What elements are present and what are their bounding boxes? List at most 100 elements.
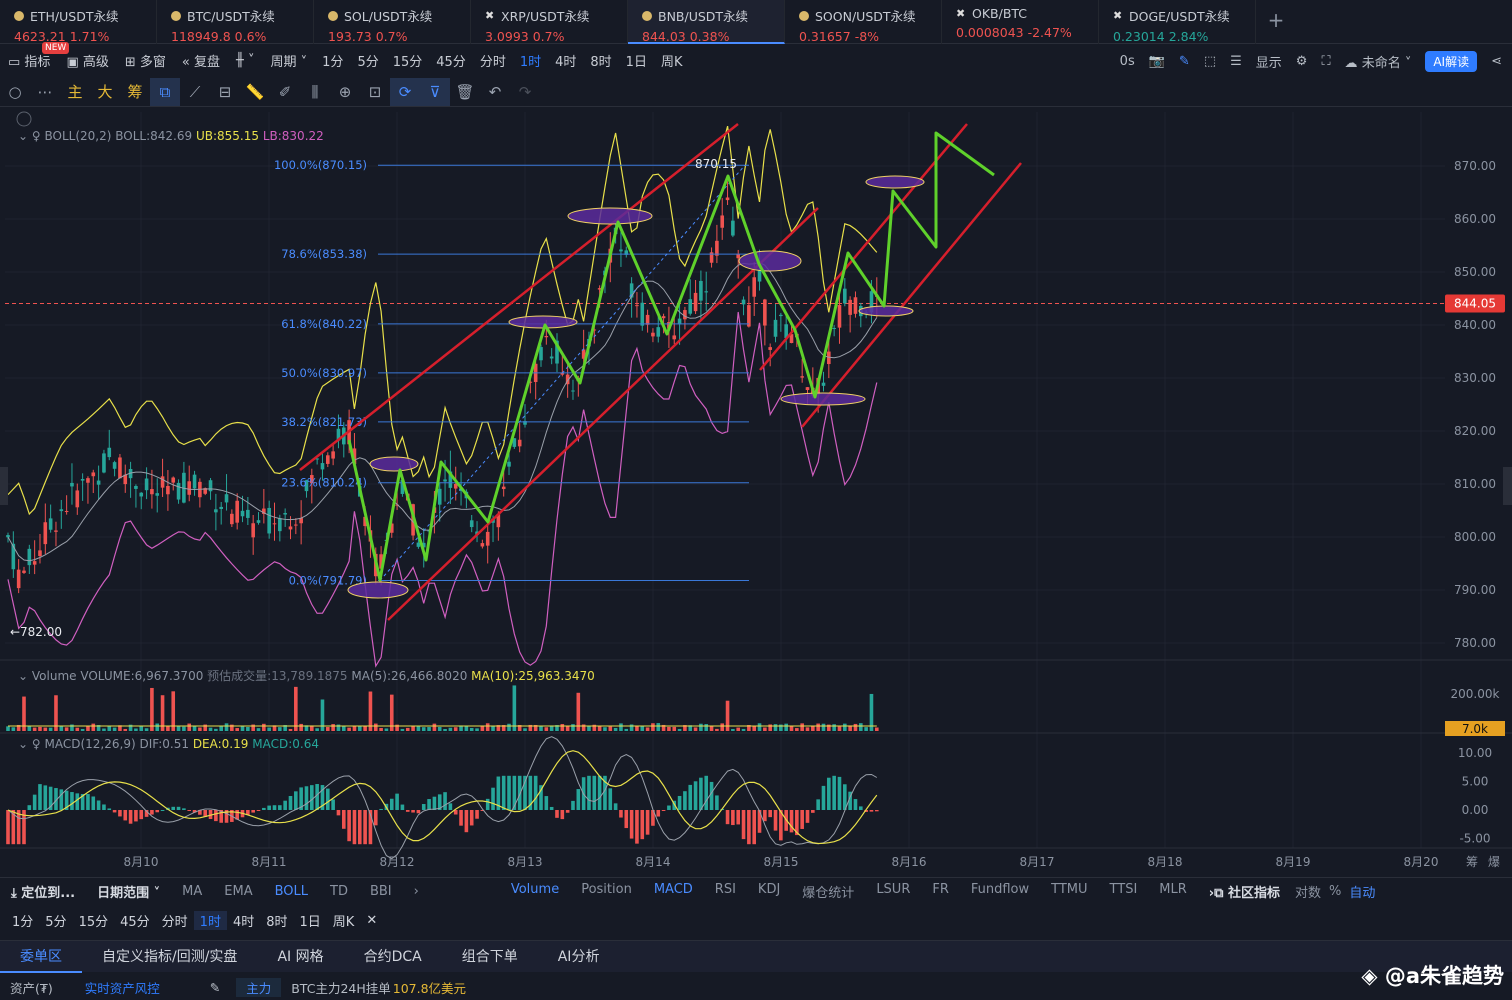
interval-button[interactable]: 分时 — [479, 54, 506, 70]
assets-label[interactable]: 资产(₮) — [10, 980, 53, 996]
main-indicator-button[interactable]: TD — [330, 884, 348, 899]
sub-indicator-button[interactable]: MACD — [653, 882, 693, 897]
collapse-icon[interactable] — [16, 111, 32, 127]
chart-type-button[interactable]: ╫ ˅ — [236, 52, 255, 68]
timeframe-button[interactable]: 分时 — [161, 914, 188, 930]
interval-button[interactable]: 周K — [660, 54, 683, 70]
timeframe-button[interactable]: 8时 — [266, 914, 288, 930]
hide-drawings-icon[interactable]: ⊡ — [368, 82, 382, 101]
main-indicator-button[interactable]: BOLL — [274, 884, 309, 899]
filter-icon[interactable]: ⊽ — [420, 77, 450, 106]
chips-button[interactable]: 筹 — [127, 83, 143, 101]
sub-indicator-button[interactable]: TTSI — [1109, 882, 1138, 897]
percent-toggle[interactable]: % — [1329, 884, 1342, 899]
symbol-tab[interactable]: ✖ XRP/USDT永续 3.0993 0.7% — [471, 0, 628, 44]
sub-indicator-button[interactable]: MLR — [1159, 882, 1187, 897]
edit-icon[interactable]: ✎ — [209, 979, 221, 995]
advanced-button[interactable]: ▣ 高级 — [66, 54, 109, 70]
timeframe-button[interactable]: 1时 — [193, 910, 227, 930]
bottom-tab[interactable]: AI分析 — [557, 948, 600, 965]
more-icon[interactable]: ⋯ — [37, 82, 53, 101]
settings-icon[interactable]: ⚙ — [1295, 54, 1308, 69]
timeframe-button[interactable]: 45分 — [120, 914, 150, 930]
symbol-tab[interactable]: SOL/USDT永续 193.73 0.7% — [314, 0, 471, 44]
interval-button[interactable]: 1分 — [322, 54, 344, 70]
lock-icon[interactable]: ⊕ — [338, 82, 352, 101]
axis-corner-liq[interactable]: 爆 — [1488, 855, 1500, 869]
symbol-tab[interactable]: ✖ DOGE/USDT永续 0.23014 2.84% — [1099, 0, 1256, 44]
indicator-button[interactable]: ▭ 指标 NEW — [0, 41, 70, 70]
community-indicators-button[interactable]: ›⧉ 社区指标 — [1208, 886, 1280, 901]
timeframe-button[interactable]: 5分 — [45, 914, 67, 930]
big-chip-button[interactable]: 大 — [97, 83, 113, 101]
symbol-tab[interactable]: SOON/USDT永续 0.31657 -8% — [785, 0, 942, 44]
timeframe-button[interactable]: 4时 — [232, 914, 255, 930]
undo-icon[interactable]: ↶ — [488, 82, 502, 101]
replay-button[interactable]: « 复盘 — [181, 54, 221, 70]
period-dropdown[interactable]: 周期 ˅ — [270, 54, 308, 70]
left-scroll-handle[interactable] — [0, 467, 8, 505]
symbol-tab[interactable]: BNB/USDT永续 844.03 0.38% — [628, 0, 785, 44]
chart-area[interactable]: 870.00 860.00 850.00 840.00 830.00 820.00 810.… — [0, 108, 1512, 880]
list-icon[interactable]: ☰ — [1230, 54, 1242, 69]
sub-indicator-button[interactable]: LSUR — [876, 882, 911, 897]
timeframe-button[interactable]: 周K — [332, 914, 355, 930]
redo-icon[interactable]: ↷ — [518, 82, 532, 101]
timeframe-button[interactable]: 1日 — [299, 914, 321, 930]
sub-indicator-button[interactable]: TTMU — [1051, 882, 1088, 897]
interval-button[interactable]: 15分 — [392, 54, 423, 70]
sub-indicator-button[interactable]: RSI — [714, 882, 736, 897]
log-toggle[interactable]: 对数 — [1294, 886, 1321, 901]
bottom-tab[interactable]: 自定义指标/回测/实盘 — [102, 948, 238, 965]
axis-corner-chips[interactable]: 筹 — [1466, 855, 1478, 869]
symbol-tab[interactable]: BTC/USDT永续 118949.8 0.6% — [157, 0, 314, 44]
interval-button[interactable]: 4时 — [555, 54, 577, 70]
interval-button[interactable]: 1日 — [625, 54, 647, 70]
main-ind-more-icon[interactable]: › — [413, 884, 419, 899]
add-tab-button[interactable]: + — [1267, 8, 1285, 32]
trash-icon[interactable]: 🗑 — [455, 82, 475, 101]
locate-button[interactable]: ⤓ 定位到... — [11, 886, 76, 901]
auto-toggle[interactable]: 自动 — [1349, 886, 1376, 901]
close-icon[interactable]: ✕ — [366, 912, 378, 928]
symbol-tab[interactable]: ✖ OKB/BTC 0.0008043 -2.47% — [942, 0, 1099, 44]
timeframe-button[interactable]: 1分 — [12, 914, 34, 930]
bottom-tab[interactable]: 合约DCA — [363, 948, 422, 965]
share-icon[interactable]: ⋖ — [1491, 54, 1502, 69]
pen-icon[interactable]: ✎ — [1178, 54, 1190, 69]
snap-icon[interactable]: ⟳ — [390, 77, 420, 106]
sub-indicator-button[interactable]: KDJ — [757, 882, 781, 897]
timeframe-button[interactable]: 15分 — [78, 914, 109, 930]
risk-link[interactable]: 实时资产风控 — [84, 980, 160, 996]
ai-interpret-button[interactable]: AI解读 — [1425, 51, 1478, 72]
layout-dropdown[interactable]: ☁ 未命名 ˅ — [1344, 56, 1412, 71]
multi-window-button[interactable]: ⊞ 多窗 — [124, 54, 166, 70]
draw-select-icon[interactable]: ⬚ — [1203, 54, 1217, 69]
symbol-tab[interactable]: ETH/USDT永续 4623.21 1.71% — [0, 0, 157, 44]
main-indicator-button[interactable]: EMA — [224, 884, 253, 899]
right-scroll-handle[interactable] — [1503, 467, 1512, 505]
ruler-icon[interactable]: 📏 — [245, 82, 265, 101]
fullscreen-icon[interactable]: ⛶ — [1321, 54, 1331, 69]
main-indicator-button[interactable]: MA — [182, 884, 203, 899]
camera-icon[interactable]: 📷 — [1148, 54, 1165, 69]
trend-tool-icon[interactable]: ⟋ — [189, 82, 201, 101]
sub-indicator-button[interactable]: Position — [581, 882, 632, 897]
bottom-tab[interactable]: 组合下单 — [461, 948, 518, 965]
bottom-tab[interactable]: 委单区 — [0, 941, 82, 973]
main-chip-button[interactable]: 主 — [67, 83, 83, 101]
price-chart-svg[interactable]: 870.00 860.00 850.00 840.00 830.00 820.00 810.… — [0, 108, 1512, 880]
display-button[interactable]: 显示 — [1255, 56, 1282, 71]
sub-indicator-button[interactable]: FR — [932, 882, 949, 897]
ellipse-tool-icon[interactable]: ○ — [8, 82, 22, 101]
bottom-tab[interactable]: AI 网格 — [277, 948, 324, 965]
magnet-tool-icon[interactable]: ⧉ — [150, 77, 180, 106]
main-indicator-button[interactable]: BBI — [369, 884, 392, 899]
sub-indicator-button[interactable]: Fundflow — [970, 882, 1030, 897]
sub-indicator-button[interactable]: 爆仓统计 — [802, 886, 855, 901]
interval-button[interactable]: 1时 — [519, 54, 542, 70]
date-range-button[interactable]: 日期范围 ˅ — [97, 886, 161, 901]
brush-icon[interactable]: ✐ — [278, 82, 292, 101]
pattern-icon[interactable]: ⫼ — [311, 82, 319, 101]
interval-button[interactable]: 8时 — [590, 54, 612, 70]
